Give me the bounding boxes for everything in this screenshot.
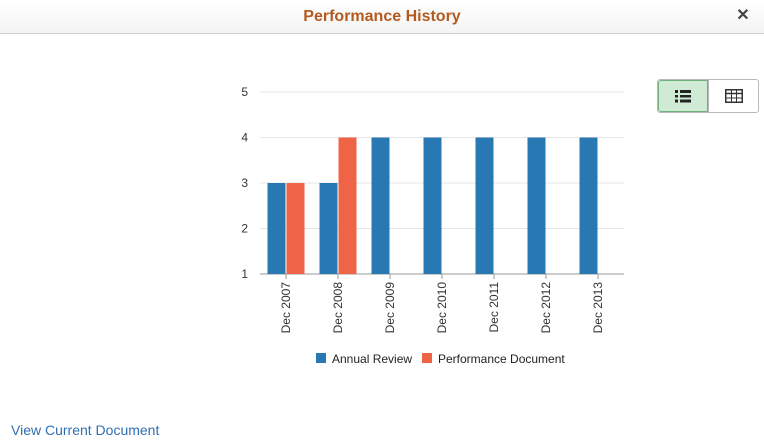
dialog-header: Performance History ✕ xyxy=(0,0,764,34)
legend-label: Annual Review xyxy=(332,352,412,366)
y-tick-label: 4 xyxy=(241,131,248,145)
y-tick-label: 1 xyxy=(241,267,248,281)
view-current-document-link[interactable]: View Current Document xyxy=(11,422,160,438)
list-icon xyxy=(675,90,691,103)
dialog-title: Performance History xyxy=(303,8,461,25)
x-tick-label: Dec 2008 xyxy=(331,282,345,334)
x-tick-label: Dec 2012 xyxy=(539,282,553,334)
close-icon: ✕ xyxy=(736,7,750,24)
bar[interactable] xyxy=(475,137,494,275)
bar[interactable] xyxy=(371,137,390,275)
bar[interactable] xyxy=(319,183,338,274)
y-tick-label: 2 xyxy=(241,222,248,236)
bar[interactable] xyxy=(267,183,286,274)
bar[interactable] xyxy=(423,137,442,275)
y-tick-label: 3 xyxy=(241,176,248,190)
x-tick-label: Dec 2013 xyxy=(591,282,605,334)
bar[interactable] xyxy=(579,137,598,275)
x-tick-label: Dec 2011 xyxy=(487,282,501,333)
x-tick-label: Dec 2009 xyxy=(383,282,397,334)
y-tick-label: 5 xyxy=(241,85,248,99)
grid-icon xyxy=(724,89,743,103)
view-toggle xyxy=(657,79,759,113)
grid-view-button[interactable] xyxy=(708,80,758,112)
bar[interactable] xyxy=(338,137,357,275)
legend-swatch xyxy=(316,353,326,363)
performance-chart: 1 2 3 4 5 Dec 2007 Dec 2008 Dec 2009 Dec 2010 Dec… xyxy=(241,85,624,366)
bar[interactable] xyxy=(527,137,546,275)
legend-swatch xyxy=(422,353,432,363)
x-tick-label: Dec 2010 xyxy=(435,282,449,334)
x-tick-label: Dec 2007 xyxy=(279,282,293,334)
bar[interactable] xyxy=(286,183,305,274)
legend-label: Performance Document xyxy=(438,352,565,366)
close-button[interactable]: ✕ xyxy=(734,7,752,25)
chart-view-button[interactable] xyxy=(658,80,708,112)
